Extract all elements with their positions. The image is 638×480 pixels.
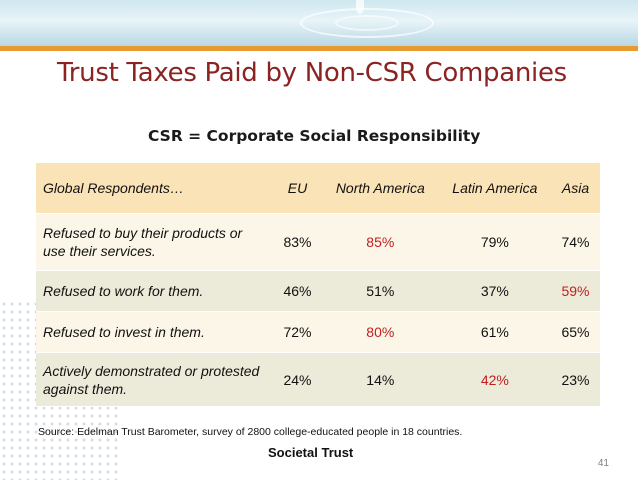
cell-asia: 23%: [551, 352, 600, 407]
cell-asia: 65%: [551, 311, 600, 353]
cell-eu: 72%: [273, 311, 322, 353]
cell-latin-america: 42%: [438, 352, 552, 407]
table-row: Actively demonstrated or protested again…: [36, 352, 600, 407]
header-north-america: North America: [321, 163, 439, 214]
cell-north-america: 85%: [321, 213, 439, 271]
cell-latin-america: 61%: [438, 311, 552, 353]
cell-eu: 83%: [273, 213, 322, 271]
cell-latin-america: 79%: [438, 213, 552, 271]
table-row: Refused to buy their products or use the…: [36, 213, 600, 271]
trust-tax-table: Global Respondents… EU North America Lat…: [36, 163, 600, 407]
cell-eu: 24%: [273, 352, 322, 407]
row-label: Refused to invest in them.: [36, 311, 273, 353]
slide-subtitle: CSR = Corporate Social Responsibility: [148, 127, 481, 145]
water-ripple-banner: [0, 0, 638, 46]
header-eu: EU: [273, 163, 322, 214]
table-header-row: Global Respondents… EU North America Lat…: [36, 163, 600, 214]
ripple-decoration: [300, 8, 434, 38]
page-number: 41: [597, 458, 609, 469]
cell-north-america: 51%: [321, 270, 439, 312]
header-global-respondents: Global Respondents…: [36, 163, 273, 214]
cell-asia: 59%: [551, 270, 600, 312]
table-row: Refused to invest in them. 72% 80% 61% 6…: [36, 311, 600, 353]
table-row: Refused to work for them. 46% 51% 37% 59…: [36, 270, 600, 312]
source-note: Source: Edelman Trust Barometer, survey …: [38, 426, 463, 438]
footer-label: Societal Trust: [268, 445, 354, 460]
cell-asia: 74%: [551, 213, 600, 271]
cell-north-america: 80%: [321, 311, 439, 353]
row-label: Actively demonstrated or protested again…: [36, 352, 273, 407]
water-drop-decoration: [356, 0, 364, 14]
cell-north-america: 14%: [321, 352, 439, 407]
row-label: Refused to work for them.: [36, 270, 273, 312]
slide-title: Trust Taxes Paid by Non-CSR Companies: [57, 58, 567, 88]
accent-bar: [0, 46, 638, 51]
row-label: Refused to buy their products or use the…: [36, 213, 273, 271]
header-latin-america: Latin America: [438, 163, 552, 214]
header-asia: Asia: [551, 163, 600, 214]
cell-eu: 46%: [273, 270, 322, 312]
ripple-decoration-inner: [335, 15, 399, 31]
cell-latin-america: 37%: [438, 270, 552, 312]
